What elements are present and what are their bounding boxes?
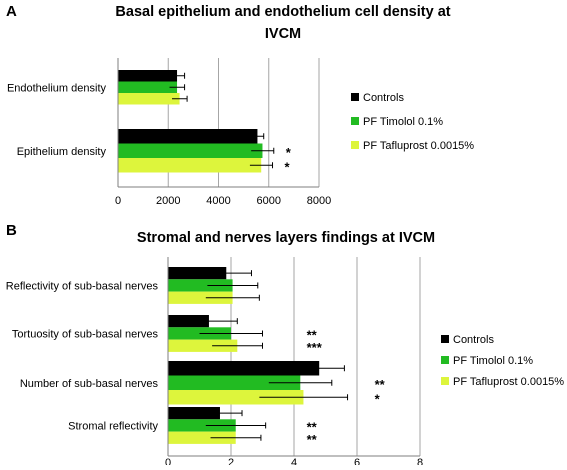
legend-label: Controls (453, 334, 494, 346)
chart-panel-a: A Basal epithelium and endothelium cell d… (6, 3, 474, 207)
significance-marker: * (285, 159, 291, 174)
chart-title: Basal epithelium and endothelium cell de… (115, 4, 450, 20)
bar (168, 279, 233, 292)
legend-label: PF Tafluprost 0.0015% (363, 140, 474, 152)
chart-title: Stromal and nerves layers findings at IV… (137, 230, 435, 246)
legend-swatch (441, 335, 449, 343)
significance-marker: ** (307, 419, 318, 434)
panel-label: B (6, 222, 17, 239)
bar (168, 267, 227, 280)
bar (118, 158, 262, 173)
legend-label: PF Timolol 0.1% (363, 116, 443, 128)
x-tick-label: 8000 (307, 195, 331, 207)
bar (168, 339, 238, 352)
category-label: Number of sub-basal nerves (20, 378, 159, 390)
legend-swatch (351, 93, 359, 101)
x-tick-label: 4000 (206, 195, 230, 207)
significance-marker: ** (375, 377, 386, 392)
legend-swatch (351, 117, 359, 125)
x-tick-label: 4 (291, 457, 297, 465)
bar (118, 70, 178, 82)
x-tick-label: 6000 (257, 195, 281, 207)
bar (118, 129, 258, 144)
chart-title: IVCM (265, 26, 301, 42)
x-tick-label: 8 (417, 457, 423, 465)
bar (118, 143, 263, 158)
legend-swatch (441, 377, 449, 385)
significance-marker: ** (307, 327, 318, 342)
x-tick-label: 0 (115, 195, 121, 207)
legend-label: Controls (363, 92, 404, 104)
bar (168, 361, 320, 376)
category-label: Reflectivity of sub-basal nerves (6, 280, 159, 292)
category-label: Epithelium density (17, 146, 107, 158)
significance-marker: ** (307, 432, 318, 447)
category-label: Tortuosity of sub-basal nerves (12, 328, 159, 340)
chart-panel-b: B Stromal and nerves layers findings at I… (6, 222, 565, 469)
bar (168, 390, 304, 405)
bar (118, 81, 178, 93)
x-tick-label: 2 (228, 457, 234, 465)
category-label: Endothelium density (7, 82, 107, 94)
significance-marker: *** (307, 340, 323, 355)
significance-marker: * (375, 391, 381, 406)
category-label: Stromal reflectivity (68, 420, 158, 432)
panel-label: A (6, 3, 17, 20)
significance-marker: * (286, 145, 292, 160)
bar (168, 291, 233, 304)
x-tick-label: 2000 (156, 195, 180, 207)
bar (118, 93, 180, 105)
bar (168, 407, 220, 420)
x-tick-label: 6 (354, 457, 360, 465)
legend-label: PF Timolol 0.1% (453, 355, 533, 367)
legend-swatch (351, 141, 359, 149)
bar (168, 419, 236, 432)
bar (168, 431, 236, 444)
legend-label: PF Tafluprost 0.0015% (453, 376, 564, 388)
bar (168, 375, 301, 390)
legend-swatch (441, 356, 449, 364)
x-tick-label: 0 (165, 457, 171, 465)
